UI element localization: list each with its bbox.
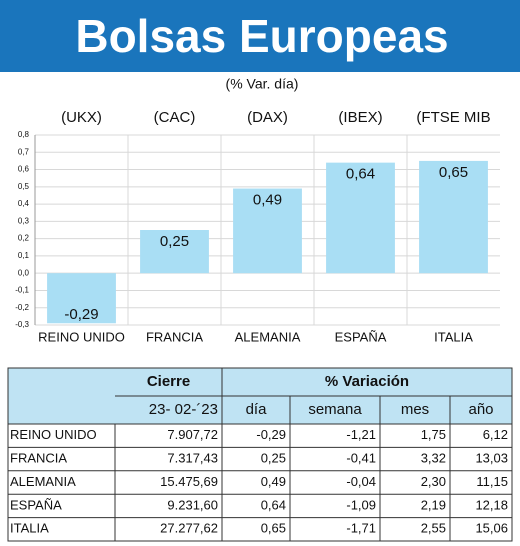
cell: 7.907,72 xyxy=(167,427,218,442)
table-subheader: año xyxy=(468,401,493,418)
cell: 11,15 xyxy=(476,474,508,489)
table-header: % Variación xyxy=(325,373,409,390)
x-tick-label: ALEMANIA xyxy=(235,329,301,344)
cell: -0,41 xyxy=(346,451,376,466)
value-label: -0,29 xyxy=(64,306,98,323)
cell: 0,25 xyxy=(261,451,286,466)
cell: 0,64 xyxy=(261,497,286,512)
cell: 7.317,43 xyxy=(167,451,218,466)
x-tick-label: ESPAÑA xyxy=(335,329,387,344)
y-tick-label: 0,4 xyxy=(18,199,30,208)
bar xyxy=(233,188,302,274)
index-label: (IBEX) xyxy=(338,109,382,126)
value-label: 0,64 xyxy=(346,166,375,183)
cell: -0,04 xyxy=(346,474,376,489)
value-label: 0,25 xyxy=(160,233,189,250)
cell: 2,55 xyxy=(421,521,446,536)
cell: -1,71 xyxy=(346,521,376,536)
table-subheader: 23- 02-´23 xyxy=(149,401,218,418)
table-subheader: mes xyxy=(401,401,429,418)
cell: 2,30 xyxy=(421,474,446,489)
cell: 2,19 xyxy=(421,497,446,512)
y-tick-label: 0,3 xyxy=(18,216,30,225)
y-tick-label: -0,2 xyxy=(15,303,29,312)
bar xyxy=(419,160,488,274)
y-tick-label: -0,3 xyxy=(15,320,29,329)
table-subheader: día xyxy=(246,401,268,418)
chart-subtitle: (% Var. día) xyxy=(226,76,299,92)
cell: 27.277,62 xyxy=(160,521,218,536)
row-label: FRANCIA xyxy=(10,451,67,466)
chart-title: Bolsas Europeas xyxy=(75,10,448,62)
table-header: Cierre xyxy=(147,373,190,390)
cell: 0,65 xyxy=(261,521,286,536)
y-tick-label: 0,1 xyxy=(18,251,30,260)
title-banner xyxy=(0,0,520,72)
cell: 15.475,69 xyxy=(160,474,218,489)
cell: 9.231,60 xyxy=(167,497,218,512)
index-label: (FTSE MIB xyxy=(416,109,490,126)
cell: 0,49 xyxy=(261,474,286,489)
cell: 12,18 xyxy=(475,497,508,512)
row-label: ESPAÑA xyxy=(10,497,62,512)
y-tick-label: 0,7 xyxy=(18,147,30,156)
cell: -0,29 xyxy=(256,427,286,442)
bar xyxy=(47,273,116,324)
bar xyxy=(326,162,395,274)
x-tick-label: FRANCIA xyxy=(146,329,203,344)
row-label: REINO UNIDO xyxy=(10,427,97,442)
y-tick-label: 0,5 xyxy=(18,182,30,191)
cell: -1,09 xyxy=(346,497,376,512)
cell: 15,06 xyxy=(475,521,508,536)
cell: -1,21 xyxy=(346,427,376,442)
table-subheader: semana xyxy=(308,401,362,418)
y-tick-label: 0,0 xyxy=(18,268,30,277)
table-border xyxy=(7,367,513,542)
row-label: ALEMANIA xyxy=(10,474,76,489)
y-tick-label: -0,1 xyxy=(15,286,29,295)
y-tick-label: 0,6 xyxy=(18,165,30,174)
index-label: (CAC) xyxy=(154,109,196,126)
x-tick-label: REINO UNIDO xyxy=(38,329,125,344)
cell: 6,12 xyxy=(483,427,508,442)
value-label: 0,65 xyxy=(439,164,468,181)
y-tick-label: 0,2 xyxy=(18,234,30,243)
cell: 1,75 xyxy=(421,427,446,442)
row-label: ITALIA xyxy=(10,521,49,536)
bar xyxy=(140,230,209,274)
y-tick-label: 0,8 xyxy=(18,130,30,139)
index-label: (DAX) xyxy=(247,109,288,126)
value-label: 0,49 xyxy=(253,192,282,209)
index-label: (UKX) xyxy=(61,109,102,126)
cell: 3,32 xyxy=(421,451,446,466)
x-tick-label: ITALIA xyxy=(434,329,473,344)
cell: 13,03 xyxy=(475,451,508,466)
